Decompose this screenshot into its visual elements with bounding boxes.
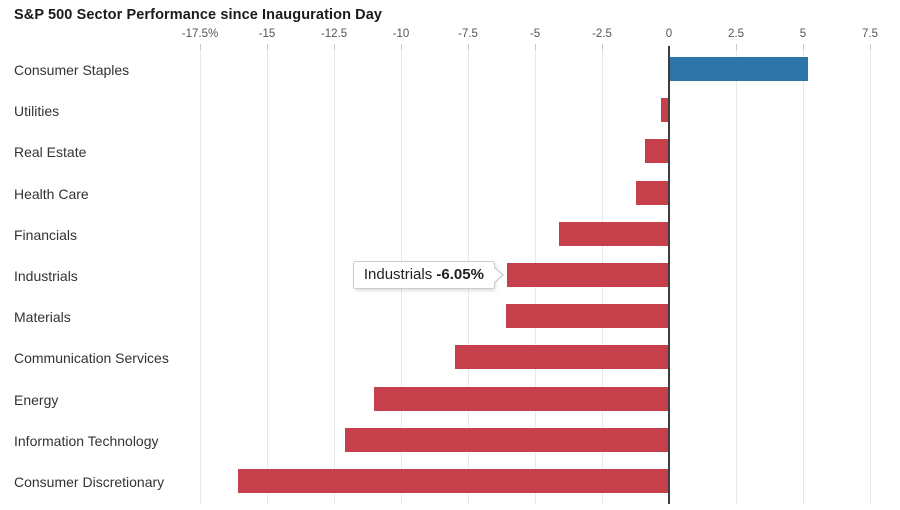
category-label-real-estate: Real Estate — [14, 144, 87, 161]
bar-consumer-discretionary[interactable] — [237, 469, 669, 493]
x-axis-tick-mark — [803, 44, 804, 50]
x-axis-tick-label: -5 — [529, 28, 541, 40]
bar-materials[interactable] — [505, 304, 669, 329]
x-axis-tick-mark — [468, 44, 469, 50]
bar-real-estate[interactable] — [644, 139, 669, 164]
bar-health-care[interactable] — [635, 180, 669, 205]
bar-financials[interactable] — [559, 221, 669, 246]
bar-industrials[interactable] — [506, 263, 669, 287]
x-axis-tick-label: -17.5% — [181, 28, 219, 40]
zero-baseline — [668, 46, 670, 504]
x-axis-tick-label: 5 — [799, 28, 807, 40]
gridline — [334, 50, 335, 504]
x-axis-tick-label: 2.5 — [728, 28, 744, 40]
bar-consumer-staples[interactable] — [669, 57, 809, 81]
gridline — [736, 50, 737, 504]
bar-utilities[interactable] — [660, 98, 669, 123]
tooltip-arrow-icon — [492, 266, 503, 284]
tooltip-category-label: Industrials — [363, 266, 433, 283]
x-axis-tick-label: -15 — [258, 28, 276, 40]
category-label-materials: Materials — [14, 309, 71, 326]
tooltip-value: -6.05% — [436, 266, 484, 283]
category-label-energy: Energy — [14, 391, 59, 408]
x-axis-tick-label: 0 — [665, 28, 673, 40]
category-label-information-technology: Information Technology — [14, 432, 159, 449]
tooltip: Industrials -6.05% — [352, 261, 504, 289]
x-axis-tick-mark — [870, 44, 871, 50]
x-axis-tick-mark — [535, 44, 536, 50]
category-label-utilities: Utilities — [14, 103, 60, 120]
category-label-communication-services: Communication Services — [14, 350, 169, 367]
bar-information-technology[interactable] — [344, 427, 669, 452]
chart-title: S&P 500 Sector Performance since Inaugur… — [14, 7, 383, 23]
category-label-industrials: Industrials — [14, 268, 78, 284]
x-axis-tick-mark — [200, 44, 201, 50]
x-axis-tick-label: -10 — [392, 28, 410, 40]
category-label-health-care: Health Care — [14, 185, 89, 202]
bar-energy[interactable] — [374, 386, 669, 411]
category-label-financials: Financials — [14, 226, 78, 243]
gridline — [870, 50, 871, 504]
x-axis-tick-label: -2.5 — [592, 28, 612, 40]
x-axis-tick-mark — [401, 44, 402, 50]
x-axis-tick-label: -7.5 — [458, 28, 478, 40]
gridline — [803, 50, 804, 504]
gridline — [200, 50, 201, 504]
bar-communication-services[interactable] — [454, 345, 669, 370]
x-axis-tick-label: 7.5 — [862, 28, 878, 40]
x-axis-tick-mark — [334, 44, 335, 50]
x-axis-tick-mark — [736, 44, 737, 50]
x-axis-tick-mark — [267, 44, 268, 50]
category-label-consumer-staples: Consumer Staples — [14, 62, 130, 78]
category-label-consumer-discretionary: Consumer Discretionary — [14, 474, 165, 490]
x-axis-tick-label: -12.5 — [320, 28, 348, 40]
gridline — [267, 50, 268, 504]
x-axis-tick-mark — [602, 44, 603, 50]
